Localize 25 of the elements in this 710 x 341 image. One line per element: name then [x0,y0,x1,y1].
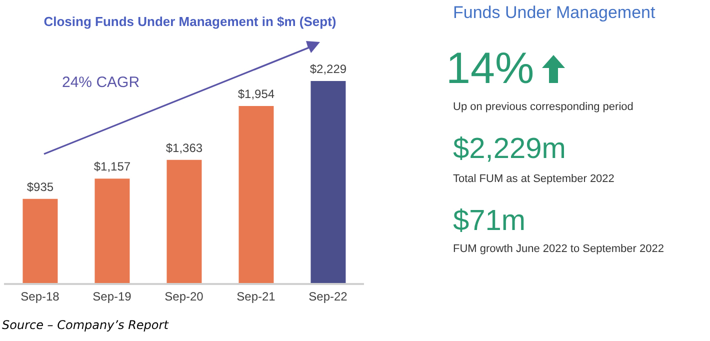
source-note: Source – Company’s Report [2,318,168,332]
x-tick-label: Sep-22 [308,290,348,304]
text: Funds Under Management [453,3,656,23]
bar [166,160,202,284]
data-label: $1,157 [94,160,131,174]
text: FUM growth June 2022 to September 2022 [453,243,664,255]
x-tick-label: Sep-20 [164,290,204,304]
x-tick-label: Sep-19 [92,290,132,304]
text: $71m [453,205,526,238]
data-label: $1,363 [166,140,203,155]
text: $2,229m [453,133,566,166]
bar [94,178,130,284]
chart-title: Closing Funds Under Management in $m (Sept) [42,14,338,29]
bar [310,81,346,284]
data-label: $2,229 [310,62,347,76]
text: 14% [446,44,534,94]
x-tick-label: Sep-21 [236,290,276,304]
bar [22,198,58,284]
data-label: $1,954 [238,87,275,102]
text: Total FUM as at September 2022 [453,173,614,185]
bar [238,106,274,284]
annotation: 24% CAGR [62,74,140,91]
text: Up on previous corresponding period [453,101,634,113]
x-tick-label: Sep-18 [20,290,60,304]
data-label: $935 [26,180,54,194]
